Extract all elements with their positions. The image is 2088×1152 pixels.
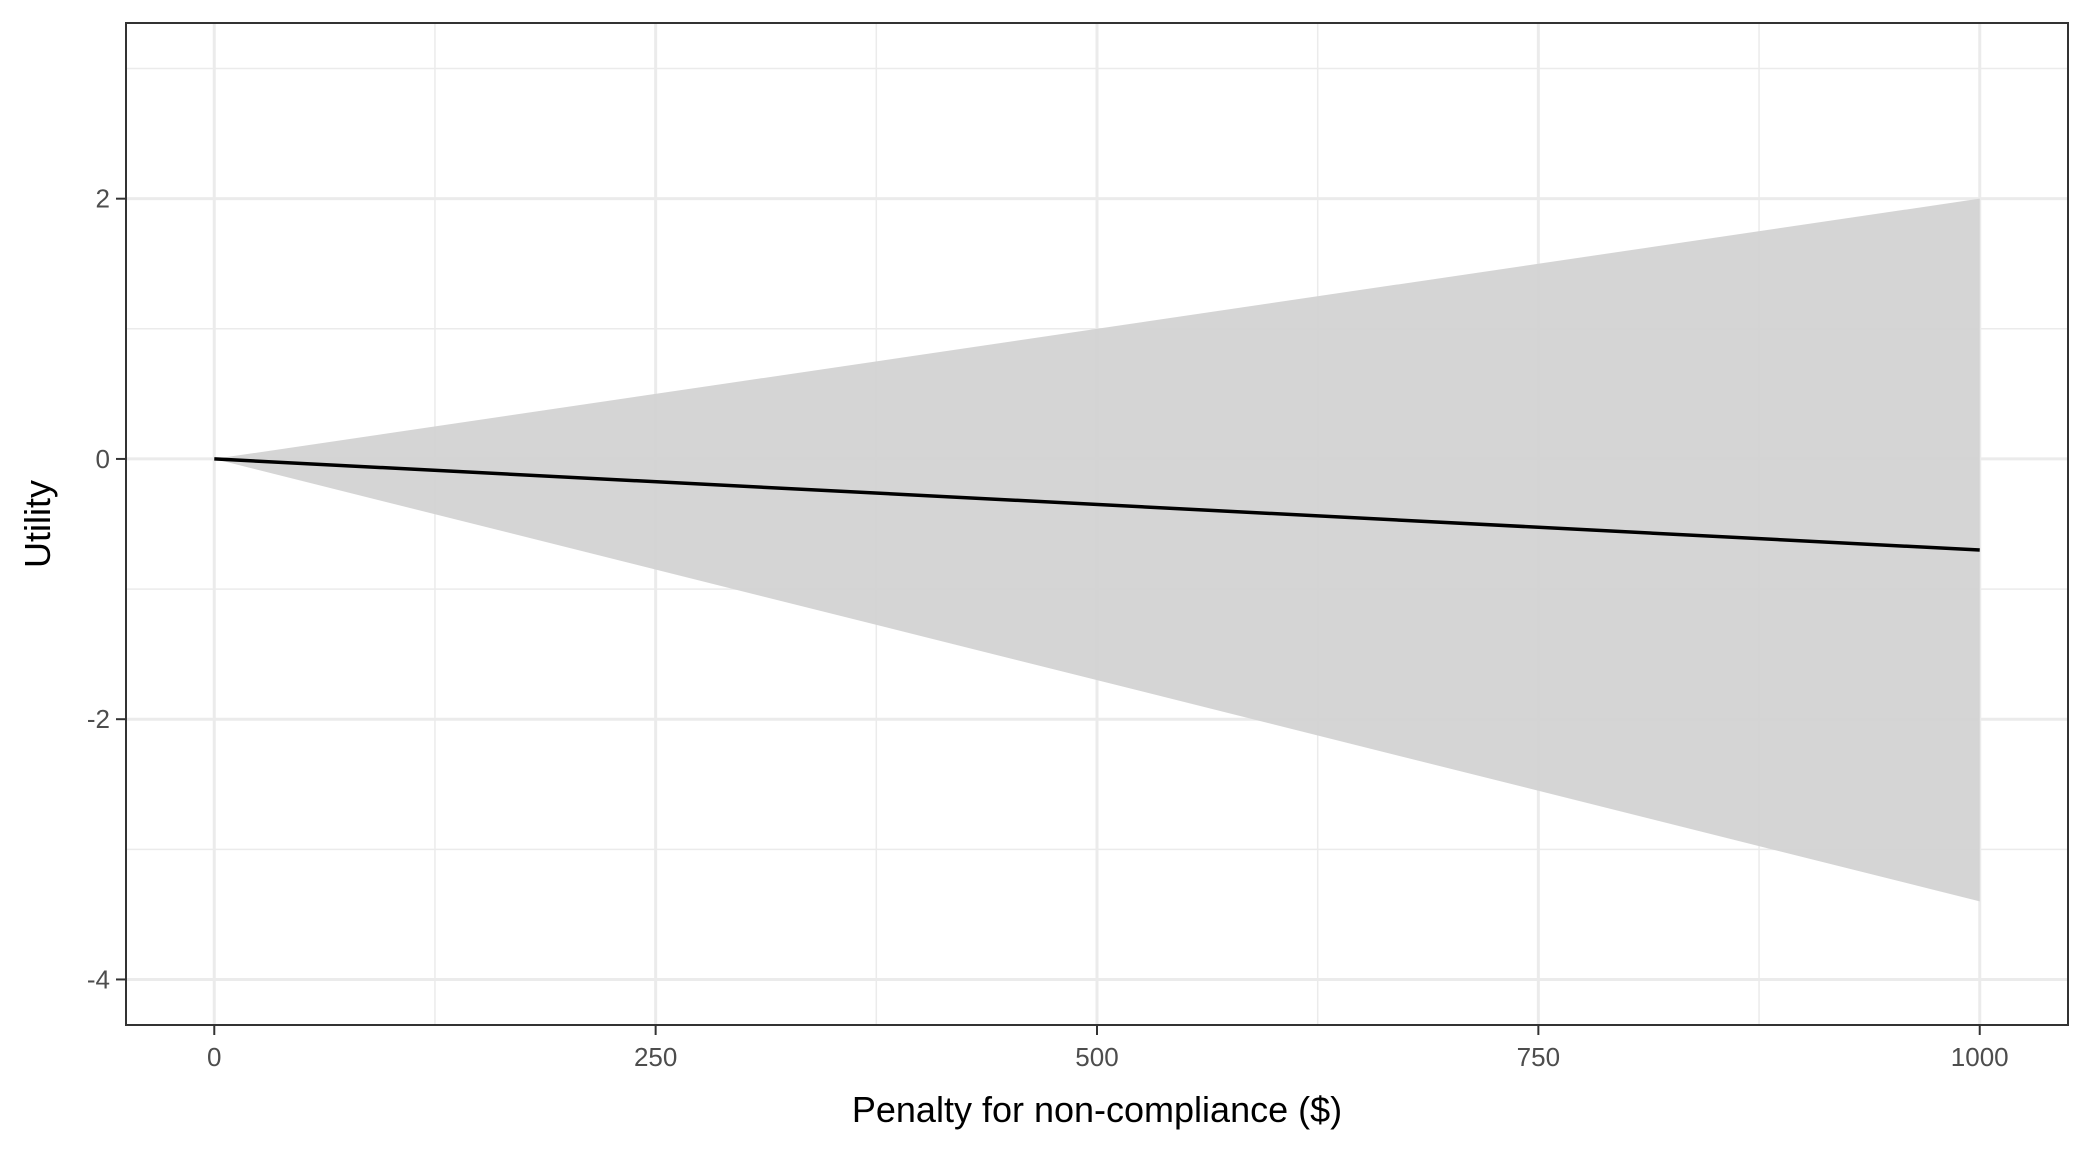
y-axis: -4 -2 0 2	[87, 184, 126, 994]
x-axis: 0 250 500 750 1000	[207, 1025, 2009, 1072]
y-tick-label: 2	[96, 184, 110, 214]
confidence-ribbon	[214, 198, 1980, 902]
y-axis-title: Utility	[17, 480, 58, 568]
y-tick-label: 0	[96, 444, 110, 474]
series-lines	[214, 457, 1980, 552]
confidence-ribbons	[214, 198, 1980, 902]
x-tick-label: 1000	[1951, 1042, 2009, 1072]
series-line	[214, 457, 1980, 552]
x-tick-label: 750	[1517, 1042, 1560, 1072]
x-tick-label: 250	[634, 1042, 677, 1072]
y-tick-label: -2	[87, 704, 110, 734]
y-tick-label: -4	[87, 964, 110, 994]
x-tick-label: 0	[207, 1042, 221, 1072]
x-tick-label: 500	[1075, 1042, 1118, 1072]
x-axis-title: Penalty for non-compliance ($)	[852, 1089, 1342, 1130]
plot-panel	[125, 22, 2069, 1026]
